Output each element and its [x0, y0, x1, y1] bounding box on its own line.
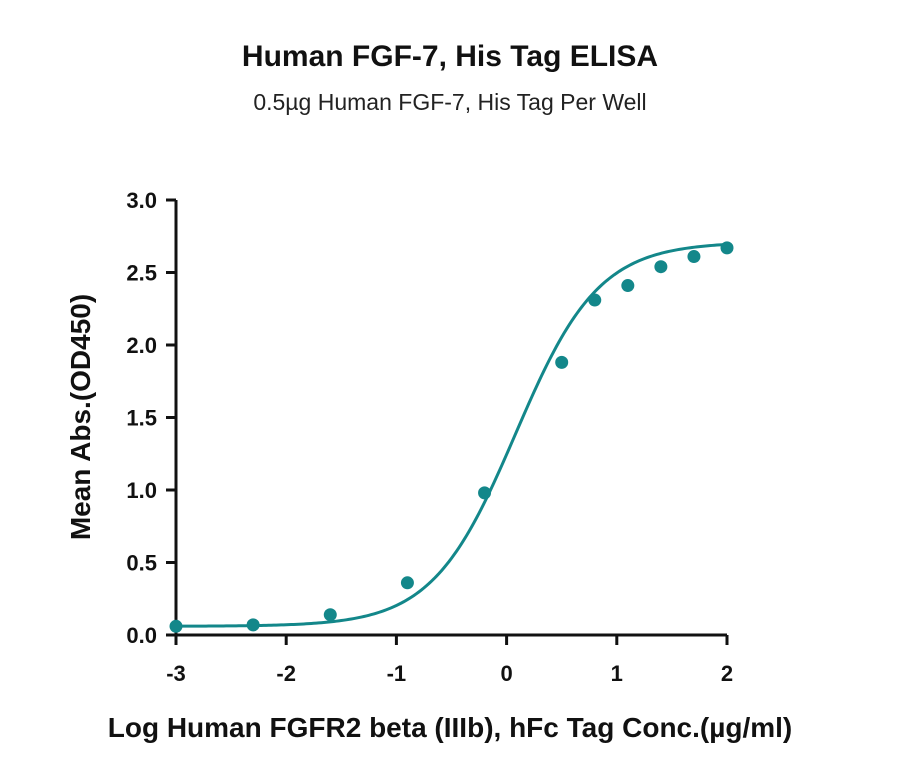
y-tick-label: 3.0 [126, 188, 157, 213]
data-point [555, 355, 569, 369]
data-point [621, 279, 635, 293]
axes [174, 200, 727, 637]
fit-curve [175, 242, 728, 628]
data-point [246, 618, 260, 632]
y-ticks: 0.0 0.5 1.0 1.5 2.0 2.5 3.0 [126, 188, 176, 648]
x-tick-label: -2 [276, 661, 296, 686]
chart-subtitle: 0.5µg Human FGF-7, His Tag Per Well [253, 89, 646, 115]
data-point [169, 619, 183, 633]
data-point [478, 486, 492, 500]
x-tick-label: 1 [611, 661, 623, 686]
chart-title: Human FGF-7, His Tag ELISA [242, 40, 658, 73]
y-tick-label: 1.0 [126, 478, 157, 503]
x-axis-title: Log Human FGFR2 beta (IIIb), hFc Tag Con… [108, 712, 792, 743]
y-tick-label: 0.0 [126, 623, 157, 648]
x-ticks: -3 -2 -1 0 1 2 [166, 635, 733, 686]
x-tick-label: -1 [387, 661, 407, 686]
x-tick-label: 2 [721, 661, 733, 686]
data-point [687, 250, 701, 264]
y-tick-label: 2.5 [126, 261, 157, 286]
y-tick-label: 2.0 [126, 333, 157, 358]
data-point [400, 576, 414, 590]
data-point [654, 260, 668, 274]
y-axis-title: Mean Abs.(OD450) [65, 294, 96, 540]
data-point [720, 241, 734, 255]
x-tick-label: 0 [500, 661, 512, 686]
data-points [169, 241, 734, 633]
x-tick-label: -3 [166, 661, 186, 686]
data-point [588, 293, 602, 307]
y-tick-label: 1.5 [126, 406, 157, 431]
y-tick-label: 0.5 [126, 551, 157, 576]
data-point [323, 608, 337, 622]
